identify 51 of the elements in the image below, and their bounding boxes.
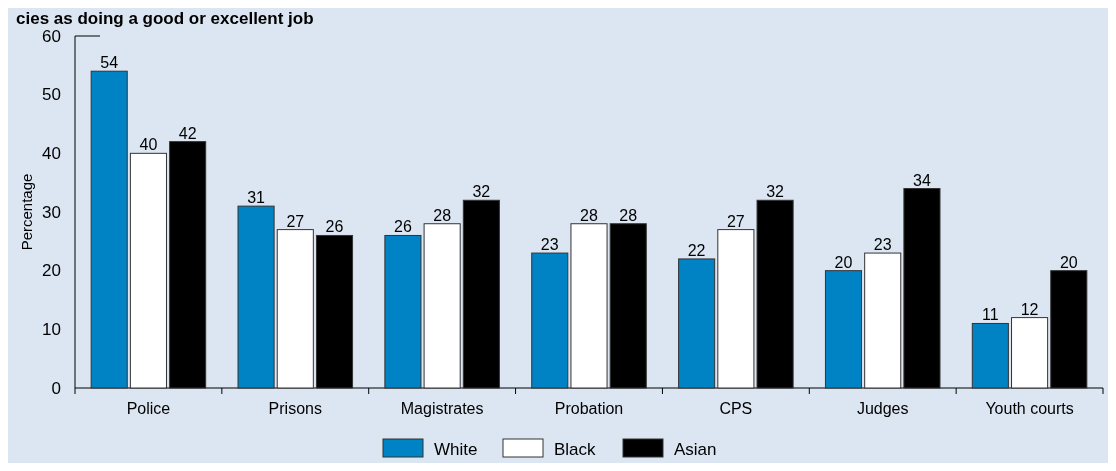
data-label: 34 [913,171,931,189]
data-label: 12 [1020,300,1039,318]
bar [678,258,716,389]
bar [971,322,1009,389]
x-tick-label: Youth courts [985,400,1074,417]
y-tick-label: 0 [51,378,61,398]
y-tick-label: 30 [42,202,61,222]
data-label: 11 [982,306,999,324]
y-axis-title: Percentage [18,173,35,251]
data-label: 20 [834,253,853,271]
data-label: 28 [580,206,598,224]
x-tick-label: Police [126,400,171,417]
data-label: 23 [540,236,559,254]
bar [237,205,275,389]
y-tick-label: 60 [42,26,61,46]
chart-title: cies as doing a good or excellent job [16,9,314,28]
legend-label: Black [554,440,597,459]
data-label: 23 [873,236,892,254]
y-tick-label: 40 [42,143,61,163]
data-label: 42 [178,124,197,142]
y-tick-label: 10 [42,319,61,339]
data-label: 54 [100,54,119,72]
bar [276,229,314,389]
data-label: 27 [726,212,745,230]
legend-label: White [434,440,478,459]
bar [570,223,608,389]
data-label: 26 [394,218,412,236]
x-tick-label: Probation [554,400,624,417]
data-label: 20 [1059,253,1078,271]
y-tick-label: 20 [42,261,61,281]
bar [129,152,167,389]
data-label: 28 [619,206,638,224]
x-tick-label: Magistrates [400,400,484,417]
data-label: 26 [325,218,344,236]
x-tick-label: CPS [719,400,753,417]
data-label: 27 [286,212,305,230]
data-label: 28 [433,206,452,224]
bar [824,270,863,389]
data-label: 40 [139,136,158,154]
y-tick-label: 50 [42,85,61,105]
data-label: 31 [247,189,266,207]
bar [864,252,902,389]
bar [531,252,569,389]
data-label: 32 [472,183,491,201]
data-label: 22 [687,241,706,259]
bar [90,70,128,389]
x-tick-label: Prisons [268,400,322,417]
data-label: 32 [766,183,785,201]
x-tick-label: Judges [856,400,909,417]
legend-label: Asian [674,440,717,459]
bar [1011,317,1049,389]
